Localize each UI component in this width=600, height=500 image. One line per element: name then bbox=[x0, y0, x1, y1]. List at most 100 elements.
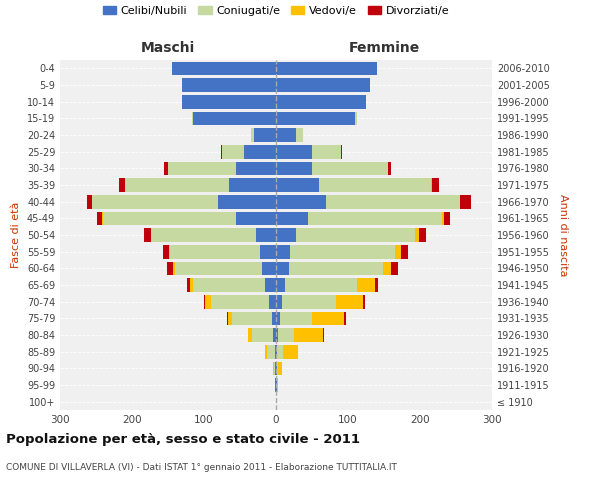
Bar bbox=[419, 228, 426, 242]
Bar bbox=[276, 95, 366, 108]
Bar bbox=[276, 78, 370, 92]
Bar bbox=[125, 178, 229, 192]
Bar bbox=[227, 312, 228, 325]
Bar bbox=[277, 378, 278, 392]
Bar bbox=[276, 295, 282, 308]
Bar bbox=[190, 278, 193, 292]
Bar bbox=[167, 262, 173, 275]
Bar bbox=[277, 345, 283, 358]
Bar bbox=[290, 245, 395, 258]
Bar bbox=[275, 345, 276, 358]
Bar bbox=[395, 245, 401, 258]
Bar bbox=[431, 178, 439, 192]
Bar bbox=[276, 345, 277, 358]
Bar bbox=[254, 128, 276, 142]
Bar bbox=[294, 328, 323, 342]
Bar bbox=[442, 212, 444, 225]
Bar bbox=[256, 228, 276, 242]
Bar bbox=[276, 362, 277, 375]
Bar bbox=[444, 212, 449, 225]
Text: Popolazione per età, sesso e stato civile - 2011: Popolazione per età, sesso e stato civil… bbox=[6, 432, 360, 446]
Bar bbox=[221, 145, 222, 158]
Bar bbox=[278, 328, 294, 342]
Bar bbox=[187, 278, 190, 292]
Bar bbox=[283, 345, 298, 358]
Bar bbox=[276, 112, 355, 125]
Bar bbox=[92, 195, 218, 208]
Bar bbox=[277, 362, 278, 375]
Bar bbox=[356, 278, 374, 292]
Bar bbox=[296, 128, 304, 142]
Bar bbox=[163, 245, 169, 258]
Bar bbox=[236, 212, 276, 225]
Bar bbox=[276, 262, 289, 275]
Bar bbox=[175, 262, 262, 275]
Bar bbox=[312, 312, 344, 325]
Text: Maschi: Maschi bbox=[141, 41, 195, 55]
Bar bbox=[276, 212, 308, 225]
Bar bbox=[276, 278, 284, 292]
Bar bbox=[251, 128, 254, 142]
Bar bbox=[282, 295, 336, 308]
Bar bbox=[170, 245, 260, 258]
Bar bbox=[274, 362, 275, 375]
Bar bbox=[319, 178, 431, 192]
Bar bbox=[172, 62, 276, 75]
Bar bbox=[211, 295, 269, 308]
Legend: Celibi/Nubili, Coniugati/e, Vedovi/e, Divorziati/e: Celibi/Nubili, Coniugati/e, Vedovi/e, Di… bbox=[103, 6, 449, 16]
Bar bbox=[276, 62, 377, 75]
Bar bbox=[275, 378, 276, 392]
Bar bbox=[276, 328, 278, 342]
Bar bbox=[205, 295, 211, 308]
Bar bbox=[248, 328, 251, 342]
Bar bbox=[228, 312, 232, 325]
Bar bbox=[336, 295, 363, 308]
Bar bbox=[280, 312, 312, 325]
Bar bbox=[276, 378, 277, 392]
Bar bbox=[143, 228, 151, 242]
Bar bbox=[265, 345, 268, 358]
Bar bbox=[460, 195, 471, 208]
Bar bbox=[97, 212, 103, 225]
Bar bbox=[204, 295, 205, 308]
Bar bbox=[119, 178, 125, 192]
Bar bbox=[182, 95, 276, 108]
Bar bbox=[276, 245, 290, 258]
Bar bbox=[276, 178, 319, 192]
Bar bbox=[218, 195, 276, 208]
Y-axis label: Anni di nascita: Anni di nascita bbox=[558, 194, 568, 276]
Bar bbox=[193, 278, 265, 292]
Bar bbox=[276, 195, 326, 208]
Bar bbox=[182, 78, 276, 92]
Bar bbox=[169, 245, 170, 258]
Bar bbox=[275, 362, 276, 375]
Bar bbox=[268, 345, 275, 358]
Bar bbox=[151, 228, 256, 242]
Bar bbox=[312, 162, 388, 175]
Bar bbox=[276, 145, 312, 158]
Bar bbox=[164, 162, 168, 175]
Bar bbox=[296, 228, 415, 242]
Bar bbox=[415, 228, 419, 242]
Bar bbox=[363, 295, 365, 308]
Bar bbox=[86, 195, 92, 208]
Bar bbox=[168, 162, 236, 175]
Bar bbox=[401, 245, 408, 258]
Bar bbox=[229, 178, 276, 192]
Text: Femmine: Femmine bbox=[349, 41, 419, 55]
Bar bbox=[244, 145, 276, 158]
Bar bbox=[312, 145, 341, 158]
Bar bbox=[236, 162, 276, 175]
Bar bbox=[374, 278, 378, 292]
Bar bbox=[388, 162, 391, 175]
Bar bbox=[344, 312, 346, 325]
Bar bbox=[272, 312, 276, 325]
Bar bbox=[276, 128, 296, 142]
Bar bbox=[193, 112, 276, 125]
Bar bbox=[222, 145, 244, 158]
Bar bbox=[278, 362, 282, 375]
Bar bbox=[355, 112, 356, 125]
Bar bbox=[276, 162, 312, 175]
Y-axis label: Fasce di età: Fasce di età bbox=[11, 202, 21, 268]
Bar bbox=[276, 312, 280, 325]
